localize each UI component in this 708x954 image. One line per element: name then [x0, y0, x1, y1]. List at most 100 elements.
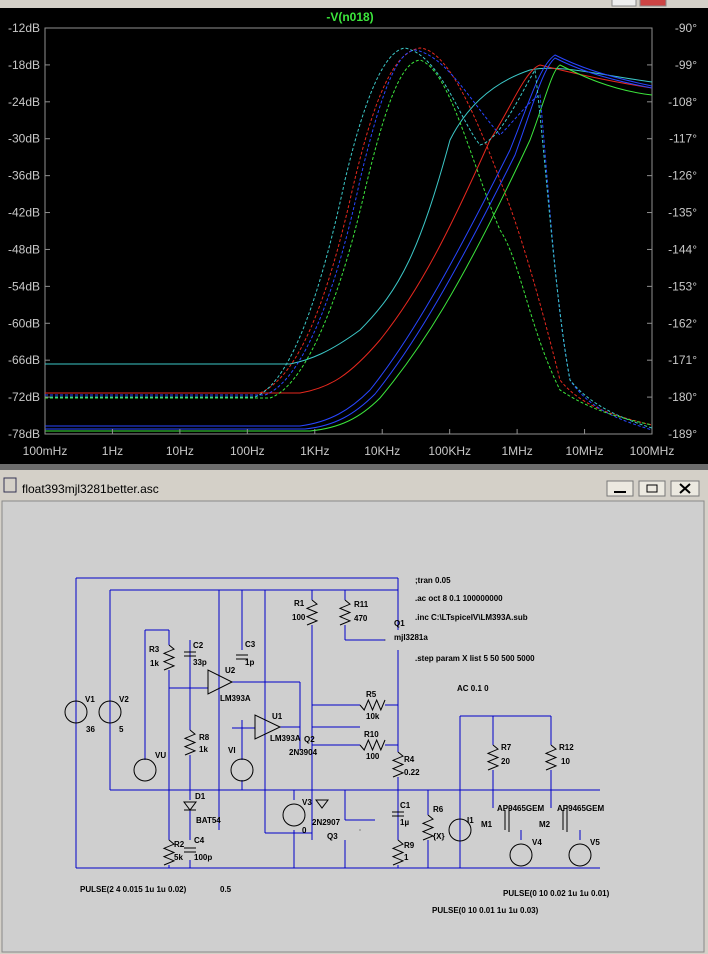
- source: [64, 700, 88, 724]
- curves: [45, 47, 653, 432]
- x-label: 100Hz: [230, 444, 265, 458]
- source: [133, 758, 157, 782]
- icon: [646, 484, 658, 493]
- schematic-label: R3: [149, 645, 160, 654]
- curve: [45, 47, 653, 426]
- schematic-label: 10k: [366, 712, 380, 721]
- maximize-button[interactable]: [638, 480, 666, 497]
- schematic-label: BAT54: [196, 816, 221, 825]
- y-left-label: -48dB: [8, 242, 40, 256]
- y-right-label: -144°: [668, 242, 697, 256]
- y-left-label: -72dB: [8, 390, 40, 404]
- schematic-label: 0: [302, 826, 307, 835]
- x-label: 1Hz: [102, 444, 123, 458]
- resistor: [421, 814, 435, 841]
- schematic-label: 1µ: [400, 818, 409, 827]
- schematic-label: LM393A: [220, 694, 251, 703]
- schematic-label: VU: [155, 751, 166, 760]
- trace-label[interactable]: -V(n018): [326, 10, 373, 24]
- y-left-label: -78dB: [8, 427, 40, 441]
- window-title: float393mjl3281better.asc: [22, 482, 159, 496]
- schematic-label: Q1: [394, 619, 405, 628]
- schematic-label: {X}: [433, 832, 445, 841]
- schematic-label: Q2: [304, 735, 315, 744]
- y-left-label: -60dB: [8, 316, 40, 330]
- schematic-label: V3: [302, 798, 312, 807]
- y-left-label: -12dB: [8, 21, 40, 35]
- schematic-label: PULSE(0 10 0.02 1u 1u 0.01): [503, 889, 610, 898]
- schematic-label: VI: [228, 746, 236, 755]
- schematic-label: 2N3904: [289, 748, 318, 757]
- schematic-label: PULSE(2 4 0.015 1u 1u 0.02): [80, 885, 187, 894]
- mosfet: [562, 808, 568, 832]
- schematic-labels: ;tran 0.05 .ac oct 8 0.1 100000000 .inc C:…: [80, 576, 610, 915]
- schematic-label: 5: [119, 725, 124, 734]
- schematic-label: .step param X list 5 50 500 5000: [415, 654, 535, 663]
- schematic-label: R8: [199, 733, 210, 742]
- schematic-label: D1: [195, 792, 206, 801]
- schematic-label: R5: [366, 690, 377, 699]
- source: [448, 818, 472, 842]
- x-label: 10KHz: [364, 444, 400, 458]
- components: [64, 599, 592, 867]
- resistor: [391, 751, 405, 778]
- schematic-label: 1p: [245, 658, 254, 667]
- schematic-label: ;tran 0.05: [415, 576, 451, 585]
- schematic-label: U2: [225, 666, 236, 675]
- resistor: [183, 729, 197, 756]
- y-right-label: -126°: [668, 169, 697, 183]
- y-left-label: -30dB: [8, 132, 40, 146]
- x-label: 10Hz: [166, 444, 194, 458]
- schematic-label: C4: [194, 836, 205, 845]
- resistor: [162, 644, 176, 671]
- schematic-label: 5k: [174, 853, 183, 862]
- schematic-label: R12: [559, 743, 574, 752]
- schematic-label: PULSE(0 10 0.01 1u 1u 0.03): [432, 906, 539, 915]
- schematic-label: M1: [481, 820, 493, 829]
- x-label: 100MHz: [630, 444, 675, 458]
- source: [568, 843, 592, 867]
- y-right-label: -180°: [668, 390, 697, 404]
- app-icon: [3, 477, 17, 493]
- source: [509, 843, 533, 867]
- ground: [315, 799, 329, 809]
- curve: [45, 57, 653, 430]
- schematic-label: 2N2907: [312, 818, 341, 827]
- y-left-label: -36dB: [8, 169, 40, 183]
- schematic-label: 1: [404, 853, 409, 862]
- divider: [0, 464, 708, 470]
- x-label: 100KHz: [428, 444, 471, 458]
- schematic-label: .inc C:\LTspiceIV\LM393A.sub: [415, 613, 528, 622]
- schematic-label: 1k: [199, 745, 208, 754]
- diode: [183, 801, 197, 811]
- schematic-label: R2: [174, 840, 185, 849]
- x-label: 1KHz: [300, 444, 329, 458]
- schematic-label: 20: [501, 757, 510, 766]
- mosfet: [504, 808, 510, 832]
- schematic-label: R9: [404, 841, 415, 850]
- curve: [45, 59, 653, 426]
- schematic-label: 10: [561, 757, 570, 766]
- schematic-label: R7: [501, 743, 512, 752]
- y-right-label: -90°: [675, 21, 697, 35]
- schematic-label: LM393A: [270, 734, 301, 743]
- schematic-label: 0.22: [404, 768, 420, 777]
- schematic-label: C3: [245, 640, 256, 649]
- schematic-label: I1: [467, 816, 474, 825]
- schematic-label: AC 0.1 0: [457, 684, 489, 693]
- schematic-label: C1: [400, 801, 411, 810]
- schematic-label: V1: [85, 695, 95, 704]
- y-right-label: -171°: [668, 353, 697, 367]
- curve: [45, 67, 653, 365]
- title-bar: [0, 0, 708, 8]
- close-button[interactable]: [639, 0, 667, 7]
- resistor: [338, 599, 352, 626]
- minimize-button[interactable]: [611, 0, 637, 7]
- resistor: [486, 744, 500, 771]
- x-label: 10MHz: [566, 444, 604, 458]
- y-right-label: -108°: [668, 95, 697, 109]
- minimize-button[interactable]: [606, 480, 634, 497]
- resistor: [391, 839, 405, 866]
